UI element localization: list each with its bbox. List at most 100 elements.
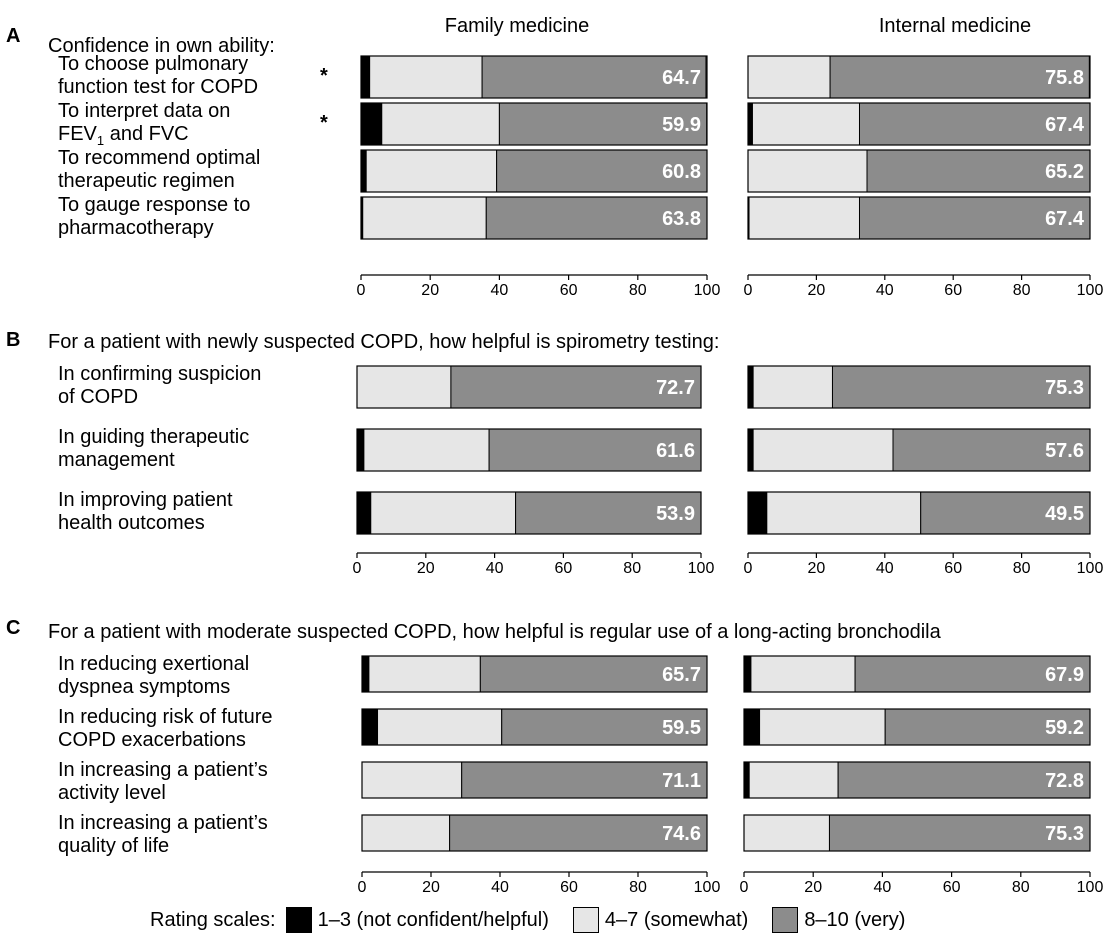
data-label: 65.2 (1045, 161, 1084, 183)
column-title-family: Family medicine (445, 15, 589, 37)
x-tick-label: 40 (491, 282, 509, 299)
legend-swatch-high (772, 907, 798, 933)
x-tick-label: 60 (555, 560, 573, 577)
panel-title-c: For a patient with moderate suspected CO… (48, 621, 942, 643)
legend-swatch-mid (573, 907, 599, 933)
legend-title: Rating scales: (150, 909, 276, 932)
data-label: 71.1 (662, 770, 701, 792)
data-label: 59.9 (662, 114, 701, 136)
row-label: function test for COPD (58, 76, 258, 98)
bar-segment-mid (362, 815, 450, 851)
row-label: In reducing exertional (58, 653, 249, 675)
bar-segment-mid (357, 366, 451, 408)
x-tick-label: 40 (876, 560, 894, 577)
x-tick-label: 0 (744, 560, 753, 577)
data-label: 59.5 (662, 717, 701, 739)
bar-segment-mid (366, 150, 496, 192)
x-tick-label: 20 (421, 282, 439, 299)
data-label: 67.9 (1045, 664, 1084, 686)
bar-segment-mid (760, 709, 886, 745)
x-tick-label: 0 (358, 879, 367, 896)
bar-segment-low (357, 429, 364, 471)
column-title-internal: Internal medicine (879, 15, 1031, 37)
x-tick-label: 80 (623, 560, 641, 577)
x-tick-label: 60 (560, 879, 578, 896)
bar-segment-mid (363, 197, 487, 239)
x-tick-label: 40 (491, 879, 509, 896)
bar-segment-mid (369, 656, 480, 692)
legend-label-low: 1–3 (not confident/helpful) (318, 909, 549, 932)
legend-label-high: 8–10 (very) (804, 909, 905, 932)
data-label: 65.7 (662, 664, 701, 686)
bar-segment-mid (748, 150, 867, 192)
row-label: dyspnea symptoms (58, 676, 230, 698)
row-label: FEV1 and FVC (58, 123, 189, 148)
row-label: To recommend optimal (58, 147, 260, 169)
legend-item-high: 8–10 (very) (772, 907, 905, 933)
data-label: 75.3 (1045, 823, 1084, 845)
x-tick-label: 100 (1077, 879, 1104, 896)
row-label: In increasing a patient’s (58, 759, 268, 781)
x-tick-label: 0 (744, 282, 753, 299)
x-tick-label: 100 (1077, 282, 1104, 299)
bar-segment-mid (744, 815, 829, 851)
bar-segment-mid (362, 762, 462, 798)
row-label: In guiding therapeutic (58, 426, 249, 448)
bar-segment-low (357, 492, 371, 534)
x-tick-label: 40 (874, 879, 892, 896)
row-label: In confirming suspicion (58, 363, 261, 385)
x-tick-label: 80 (629, 282, 647, 299)
row-label: therapeutic regimen (58, 170, 235, 192)
bar-segment-mid (370, 56, 482, 98)
legend-item-low: 1–3 (not confident/helpful) (286, 907, 549, 933)
bar-segment-low (361, 150, 366, 192)
bar-segment-low (748, 366, 753, 408)
x-tick-label: 0 (357, 282, 366, 299)
x-tick-label: 100 (694, 879, 721, 896)
bar-segment-low (744, 762, 749, 798)
x-tick-label: 20 (804, 879, 822, 896)
x-tick-label: 80 (1013, 560, 1031, 577)
row-label: To gauge response to (58, 194, 250, 216)
x-tick-label: 100 (1077, 560, 1104, 577)
data-label: 75.8 (1045, 67, 1084, 89)
row-label: COPD exacerbations (58, 729, 246, 751)
bar-segment-mid (371, 492, 516, 534)
data-label: 72.8 (1045, 770, 1084, 792)
data-label: 67.4 (1045, 208, 1085, 230)
bar-segment-mid (382, 103, 500, 145)
x-tick-label: 60 (943, 879, 961, 896)
data-label: 59.2 (1045, 717, 1084, 739)
data-label: 64.7 (662, 67, 701, 89)
row-label: To interpret data on (58, 100, 230, 122)
bar-segment-mid (748, 56, 830, 98)
row-label: of COPD (58, 386, 138, 408)
bar-segment-low (744, 656, 751, 692)
panel-letter-c: C (6, 617, 20, 639)
x-tick-label: 60 (944, 560, 962, 577)
x-tick-label: 100 (688, 560, 715, 577)
bar-segment-mid (378, 709, 502, 745)
bar-segment-low (748, 492, 767, 534)
x-tick-label: 20 (808, 560, 826, 577)
x-tick-label: 60 (560, 282, 578, 299)
x-tick-label: 20 (417, 560, 435, 577)
data-label: 49.5 (1045, 503, 1084, 525)
x-tick-label: 20 (422, 879, 440, 896)
x-tick-label: 40 (876, 282, 894, 299)
row-label: health outcomes (58, 512, 205, 534)
data-label: 63.8 (662, 208, 701, 230)
bar-segment-mid (767, 492, 921, 534)
x-tick-label: 60 (944, 282, 962, 299)
data-label: 67.4 (1045, 114, 1085, 136)
row-label: management (58, 449, 175, 471)
data-label: 57.6 (1045, 440, 1084, 462)
legend-swatch-low (286, 907, 312, 933)
row-label: In increasing a patient’s (58, 812, 268, 834)
x-tick-label: 80 (1013, 282, 1031, 299)
x-tick-label: 80 (629, 879, 647, 896)
row-label: activity level (58, 782, 166, 804)
row-label: In improving patient (58, 489, 233, 511)
data-label: 75.3 (1045, 377, 1084, 399)
